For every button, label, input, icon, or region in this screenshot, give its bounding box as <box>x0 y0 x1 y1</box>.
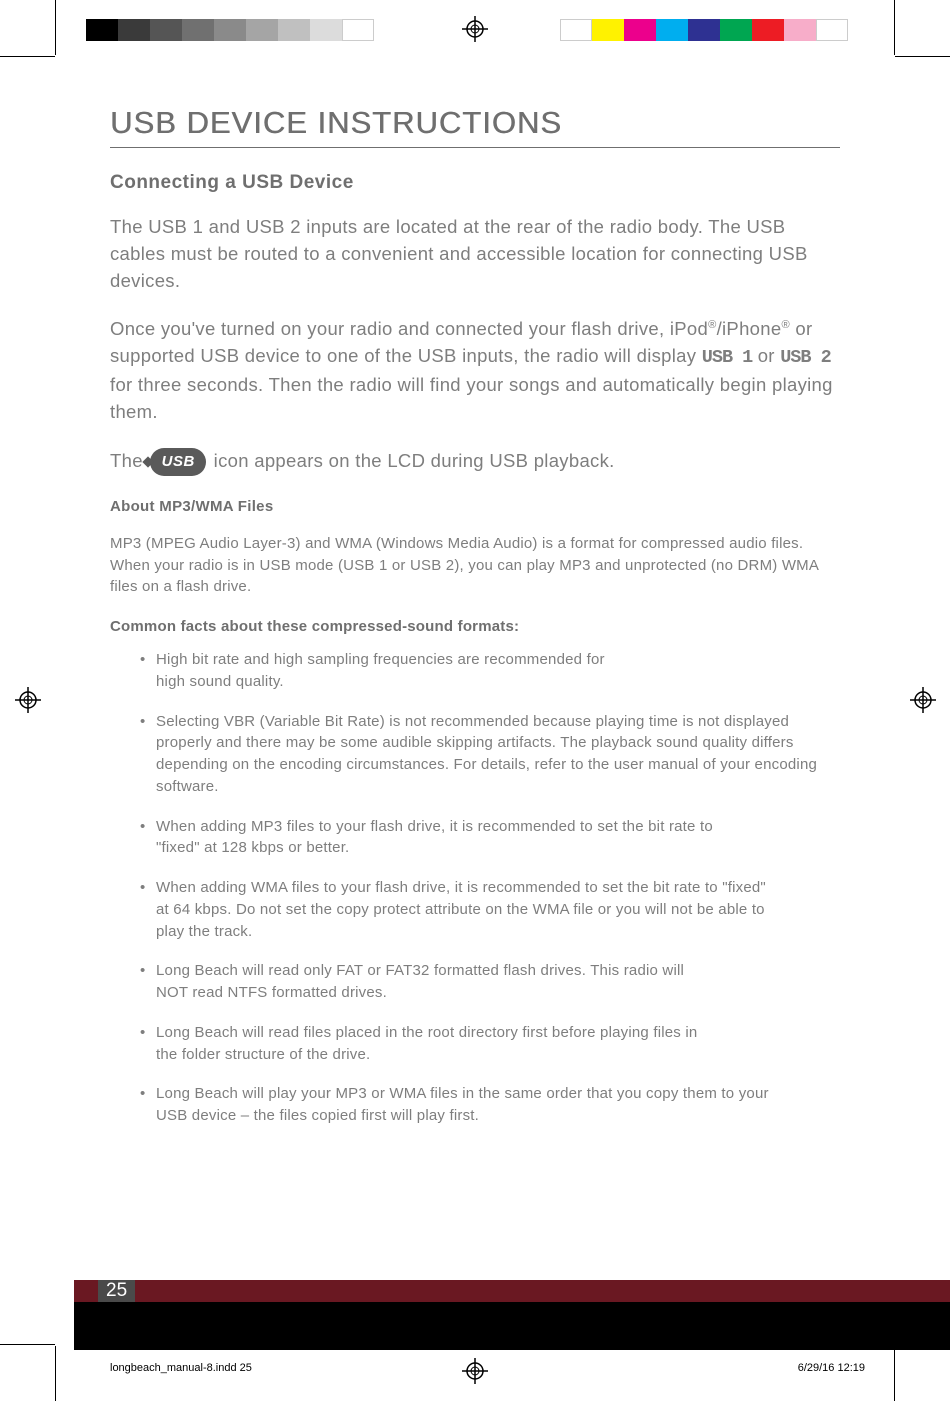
footer-filename: longbeach_manual-8.indd 25 <box>110 1362 252 1374</box>
list-item: High bit rate and high sampling frequenc… <box>140 649 626 693</box>
body-paragraph: The USB 1 and USB 2 inputs are located a… <box>110 214 840 294</box>
title-rule <box>110 147 840 148</box>
list-item: Long Beach will play your MP3 or WMA fil… <box>140 1083 796 1127</box>
facts-heading: Common facts about these compressed-soun… <box>110 618 840 635</box>
text: or <box>752 345 780 366</box>
text: /iPhone <box>717 318 782 339</box>
usb-badge-icon: USB <box>150 448 206 476</box>
text: Once you've turned on your radio and con… <box>110 318 708 339</box>
registration-mark-icon <box>15 687 41 713</box>
body-paragraph: The USB icon appears on the LCD during U… <box>110 448 840 476</box>
page-title: USB DEVICE INSTRUCTIONS <box>110 105 840 141</box>
list-item: Long Beach will read files placed in the… <box>140 1022 716 1066</box>
list-item: When adding MP3 files to your flash driv… <box>140 816 716 860</box>
crop-mark <box>894 0 895 55</box>
body-paragraph: Once you've turned on your radio and con… <box>110 316 840 425</box>
crop-mark <box>0 1344 55 1345</box>
section-heading-about-files: About MP3/WMA Files <box>110 498 840 515</box>
display-text-usb2: USB 2 <box>780 347 831 368</box>
page-number: 25 <box>98 1280 135 1302</box>
crop-mark <box>55 0 56 55</box>
registration-mark-icon <box>910 687 936 713</box>
registered-symbol: ® <box>781 319 789 331</box>
footer-bars <box>74 1280 950 1350</box>
section-heading-connecting: Connecting a USB Device <box>110 172 840 194</box>
crop-mark <box>55 1346 56 1401</box>
maroon-bar <box>74 1280 950 1302</box>
registration-mark-icon <box>462 1358 488 1384</box>
text: for three seconds. Then the radio will f… <box>110 374 833 422</box>
black-bar <box>74 1302 950 1350</box>
list-item: When adding WMA files to your flash driv… <box>140 877 766 942</box>
registration-mark-icon <box>462 16 488 42</box>
registered-symbol: ® <box>708 319 716 331</box>
text: icon appears on the LCD during USB playb… <box>214 450 615 471</box>
display-text-usb1: USB 1 <box>702 347 753 368</box>
facts-list: High bit rate and high sampling frequenc… <box>140 649 840 1127</box>
crop-mark <box>894 1346 895 1401</box>
crop-mark <box>895 56 950 57</box>
grey-swatch-bar <box>86 19 374 41</box>
body-paragraph-small: MP3 (MPEG Audio Layer-3) and WMA (Window… <box>110 533 840 598</box>
cmyk-swatch-bar <box>560 19 848 41</box>
page-content: USB DEVICE INSTRUCTIONS Connecting a USB… <box>110 105 840 1145</box>
crop-mark <box>0 56 55 57</box>
list-item: Long Beach will read only FAT or FAT32 f… <box>140 960 716 1004</box>
list-item: Selecting VBR (Variable Bit Rate) is not… <box>140 711 840 798</box>
footer-timestamp: 6/29/16 12:19 <box>798 1362 865 1374</box>
